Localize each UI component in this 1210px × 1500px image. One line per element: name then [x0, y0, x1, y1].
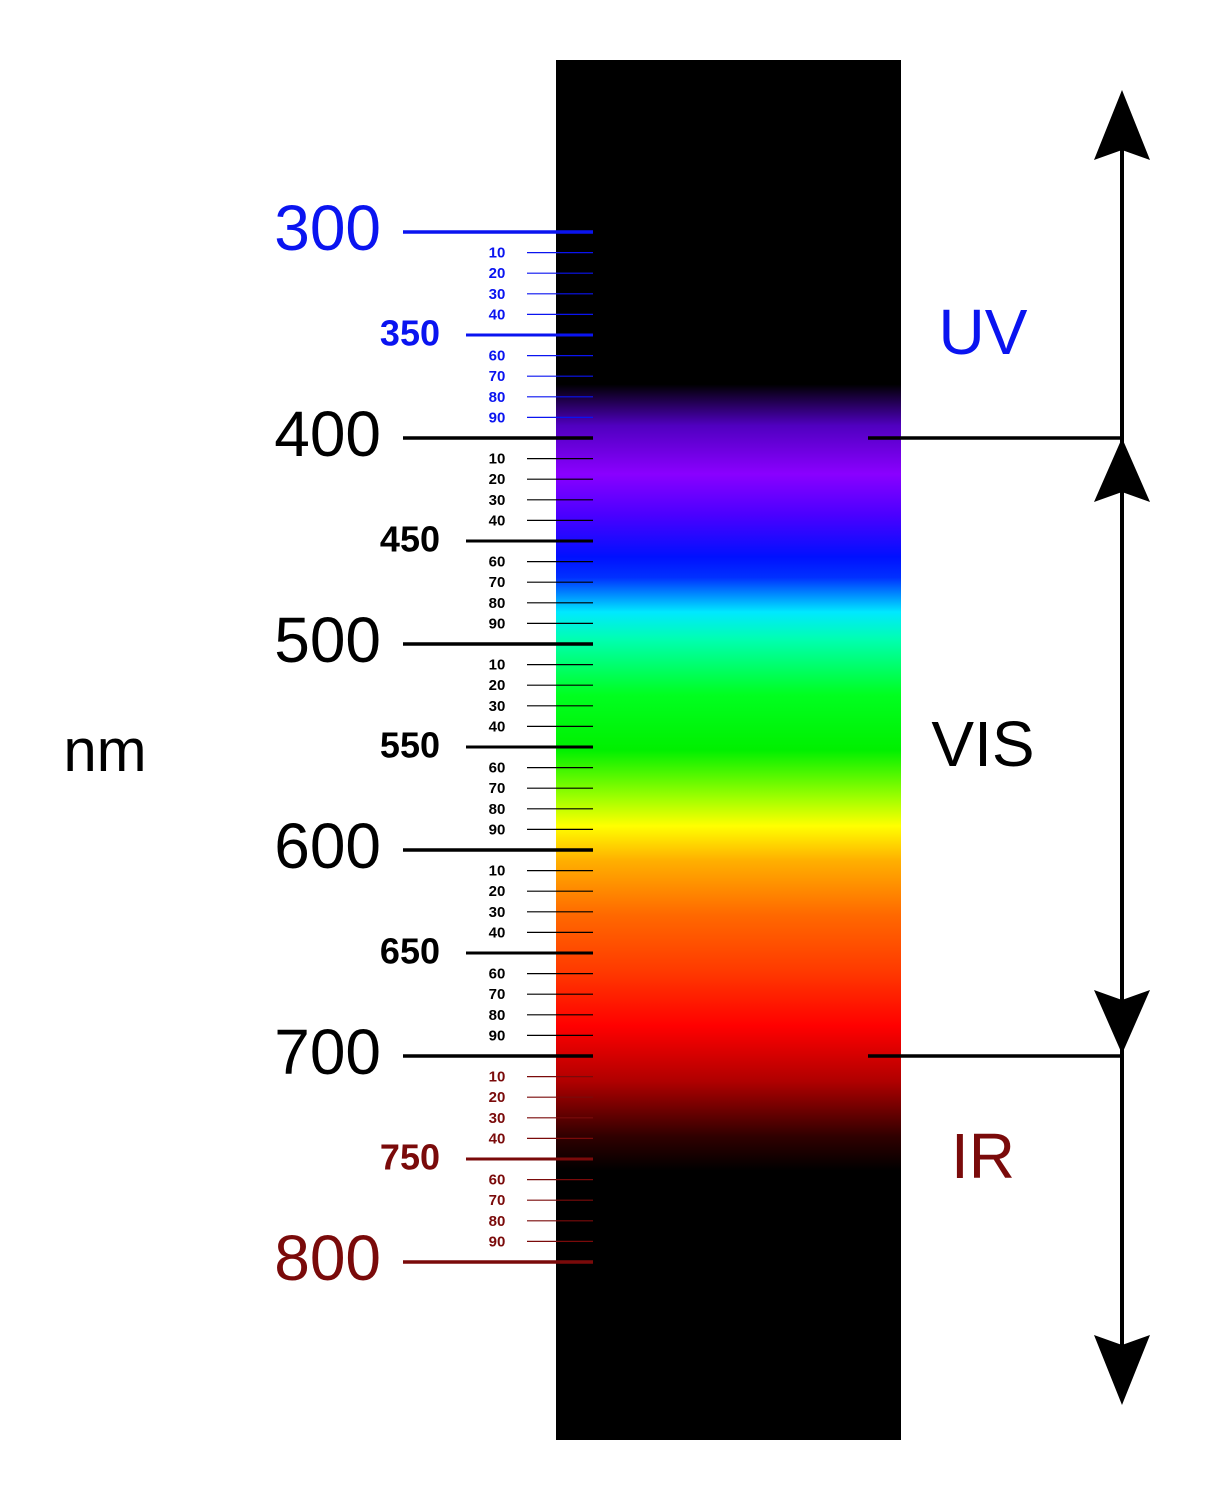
tick-label: 20: [489, 265, 506, 282]
tick-label: 10: [489, 1069, 506, 1086]
tick-label: 700: [274, 1016, 381, 1088]
tick-label: 350: [380, 313, 440, 354]
tick-label: 500: [274, 604, 381, 676]
tick-label: 30: [489, 286, 506, 303]
tick-label: 20: [489, 471, 506, 488]
tick-label: 550: [380, 725, 440, 766]
tick-label: 60: [489, 348, 506, 365]
tick-label: 40: [489, 924, 506, 941]
tick-label: 600: [274, 810, 381, 882]
tick-label: 20: [489, 677, 506, 694]
tick-label: 90: [489, 1027, 506, 1044]
tick-label: 90: [489, 821, 506, 838]
tick-label: 80: [489, 389, 506, 406]
tick-label: 10: [489, 657, 506, 674]
arrowhead: [1094, 438, 1150, 502]
tick-label: 80: [489, 1007, 506, 1024]
tick-label: 40: [489, 1130, 506, 1147]
range-arrows: [1094, 90, 1150, 1405]
tick-label: 10: [489, 451, 506, 468]
arrowhead: [1094, 990, 1150, 1054]
tick-label: 70: [489, 986, 506, 1003]
tick-label: 30: [489, 904, 506, 921]
tick-label: 300: [274, 192, 381, 264]
arrowhead: [1094, 90, 1150, 160]
tick-label: 30: [489, 492, 506, 509]
arrowhead: [1094, 1335, 1150, 1405]
tick-label: 70: [489, 1192, 506, 1209]
region-label: IR: [951, 1120, 1015, 1192]
tick-label: 20: [489, 883, 506, 900]
tick-label: 10: [489, 863, 506, 880]
tick-label: 60: [489, 966, 506, 983]
tick-label: 20: [489, 1089, 506, 1106]
tick-label: 650: [380, 931, 440, 972]
tick-label: 70: [489, 574, 506, 591]
tick-label: 40: [489, 512, 506, 529]
tick-label: 80: [489, 1213, 506, 1230]
tick-label: 10: [489, 245, 506, 262]
tick-label: 30: [489, 698, 506, 715]
tick-label: 80: [489, 595, 506, 612]
tick-label: 30: [489, 1110, 506, 1127]
tick-label: 800: [274, 1222, 381, 1294]
tick-label: 90: [489, 409, 506, 426]
tick-label: 60: [489, 554, 506, 571]
tick-label: 70: [489, 368, 506, 385]
tick-label: 90: [489, 1233, 506, 1250]
tick-label: 40: [489, 718, 506, 735]
tick-label: 70: [489, 780, 506, 797]
tick-label: 80: [489, 801, 506, 818]
region-label: UV: [939, 296, 1028, 368]
tick-label: 400: [274, 398, 381, 470]
tick-label: 90: [489, 615, 506, 632]
unit-label: nm: [63, 717, 146, 784]
tick-label: 60: [489, 760, 506, 777]
tick-label: 40: [489, 306, 506, 323]
region-label: VIS: [931, 708, 1034, 780]
tick-label: 750: [380, 1137, 440, 1178]
tick-label: 450: [380, 519, 440, 560]
tick-label: 60: [489, 1172, 506, 1189]
spectrum-band: [556, 60, 901, 1440]
